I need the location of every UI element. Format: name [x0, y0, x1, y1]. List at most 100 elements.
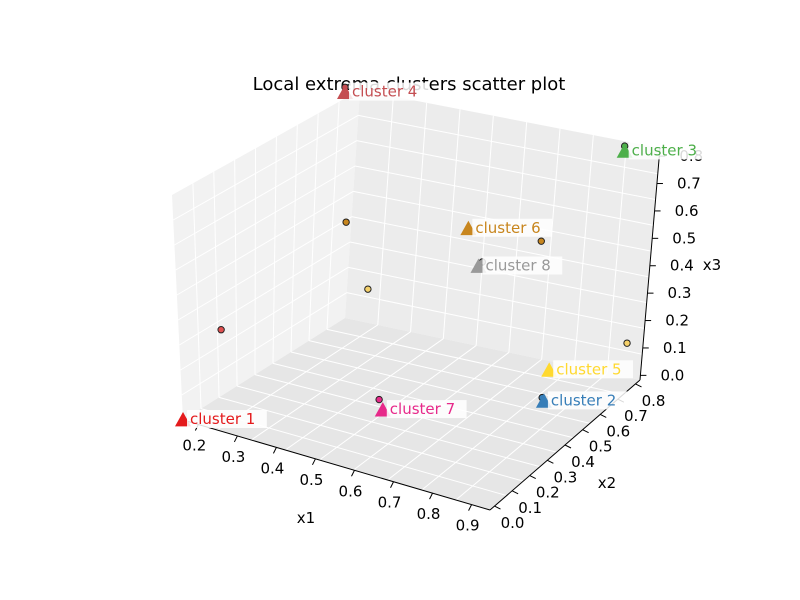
cluster-label-text: cluster 4 — [352, 83, 417, 101]
left-pane — [172, 90, 360, 420]
tick-labels: 0.20.30.40.50.60.70.80.9 0.00.10.20.30.40… — [182, 147, 703, 534]
grid-line — [387, 358, 542, 481]
z-axis-label: x3 — [703, 256, 721, 274]
grid-line — [234, 159, 238, 387]
x-axis-label: x1 — [297, 509, 315, 527]
y-tick-label: 0.0 — [501, 514, 525, 532]
z-tick-label: 0.3 — [668, 284, 692, 302]
cluster-label: cluster 7 — [386, 400, 467, 419]
x-tick — [390, 481, 394, 488]
cluster-label: cluster 1 — [187, 410, 267, 428]
x-axis-line — [182, 419, 491, 511]
cluster-label-text: cluster 6 — [475, 219, 540, 237]
y-tick-label: 0.2 — [536, 484, 560, 502]
y-tick-label: 0.1 — [518, 499, 542, 517]
z-tick-label: 0.7 — [677, 175, 701, 193]
grid-line — [356, 140, 656, 201]
y-tick-label: 0.5 — [589, 438, 613, 456]
z-tick-label: 0.1 — [663, 339, 687, 357]
y-tick — [564, 444, 572, 449]
x-tick — [429, 492, 433, 500]
grid-line — [290, 351, 591, 424]
grid-line — [174, 140, 357, 246]
data-point — [364, 285, 372, 293]
cluster-label-bg — [472, 218, 553, 237]
x-tick — [272, 447, 277, 454]
data-point — [342, 218, 350, 226]
grid-line — [326, 101, 340, 330]
y-tick — [547, 459, 554, 464]
grid-line — [177, 216, 352, 321]
x-tick-label: 0.7 — [378, 494, 402, 512]
cluster-label-text: cluster 2 — [551, 391, 616, 409]
y-tick — [511, 490, 519, 495]
grid-line — [250, 331, 411, 441]
cluster-label: cluster 3 — [628, 141, 709, 160]
x-tick-label: 0.3 — [221, 448, 245, 466]
y-tick-label: 0.7 — [624, 407, 648, 425]
grid-line — [351, 216, 649, 278]
x-tick — [233, 435, 238, 443]
cluster-label-bg — [547, 391, 628, 410]
z-tick-label: 0.5 — [672, 229, 696, 247]
z-tick-label: 0.4 — [670, 257, 694, 275]
grid-line — [508, 122, 528, 353]
y-tick-label: 0.3 — [553, 468, 577, 486]
grid-line — [358, 114, 658, 175]
y-tick — [600, 414, 607, 418]
x-tick-label: 0.9 — [456, 517, 480, 535]
y-tick-label: 0.4 — [571, 453, 595, 471]
grid-lines — [172, 96, 658, 501]
cluster-label-bg — [553, 360, 634, 379]
y-tick — [635, 383, 642, 388]
grid-line — [421, 365, 575, 491]
grid-line — [175, 165, 356, 271]
cluster-centroids: cluster 1 cluster 2 cluster 3 cluster 4 clus… — [175, 82, 709, 428]
grid-line — [218, 396, 524, 482]
cluster-label-bg — [349, 82, 429, 101]
grid-line — [236, 385, 541, 468]
cluster-label-text: cluster 3 — [632, 141, 697, 159]
grid-line — [172, 114, 359, 221]
grid-line — [308, 113, 319, 341]
grid-line — [176, 190, 354, 296]
y-axis-label: x2 — [598, 474, 616, 492]
y-tick — [494, 505, 501, 510]
grid-line — [573, 135, 594, 367]
cluster-label: cluster 6 — [472, 218, 553, 237]
grid-line — [180, 266, 349, 371]
x-tick — [312, 458, 316, 466]
grid-line — [354, 165, 654, 226]
grid-line — [192, 183, 202, 409]
data-point — [623, 339, 631, 347]
z-axis-line — [639, 147, 661, 381]
x-tick — [468, 504, 473, 511]
grid-line — [606, 141, 628, 374]
grid-line — [348, 266, 645, 329]
z-tick-label: 0.6 — [675, 202, 699, 220]
y-tick-label: 0.6 — [606, 422, 630, 440]
cluster-label-bg — [386, 400, 467, 419]
x-tick-label: 0.6 — [339, 482, 363, 500]
cluster-label-text: cluster 5 — [556, 360, 621, 378]
data-point — [375, 395, 383, 404]
x-tick-label: 0.4 — [260, 459, 284, 477]
grid-line — [179, 241, 351, 346]
cluster-label-bg — [628, 141, 709, 160]
y-tick — [529, 475, 536, 479]
cluster-label: cluster 8 — [482, 256, 563, 275]
grid-line — [285, 338, 444, 451]
y-tick-label: 0.8 — [642, 392, 666, 410]
cluster-label-bg — [482, 256, 563, 275]
x-tick-label: 0.5 — [300, 471, 324, 489]
data-point — [537, 237, 545, 245]
cluster-label-text: cluster 1 — [190, 410, 255, 428]
grid-line — [377, 96, 394, 325]
x-tick — [351, 470, 355, 477]
grid-line — [410, 102, 428, 332]
grid-line — [181, 292, 347, 396]
z-tick-label: 0.0 — [660, 366, 684, 384]
grid-line — [346, 292, 643, 355]
grid-line — [541, 128, 561, 360]
